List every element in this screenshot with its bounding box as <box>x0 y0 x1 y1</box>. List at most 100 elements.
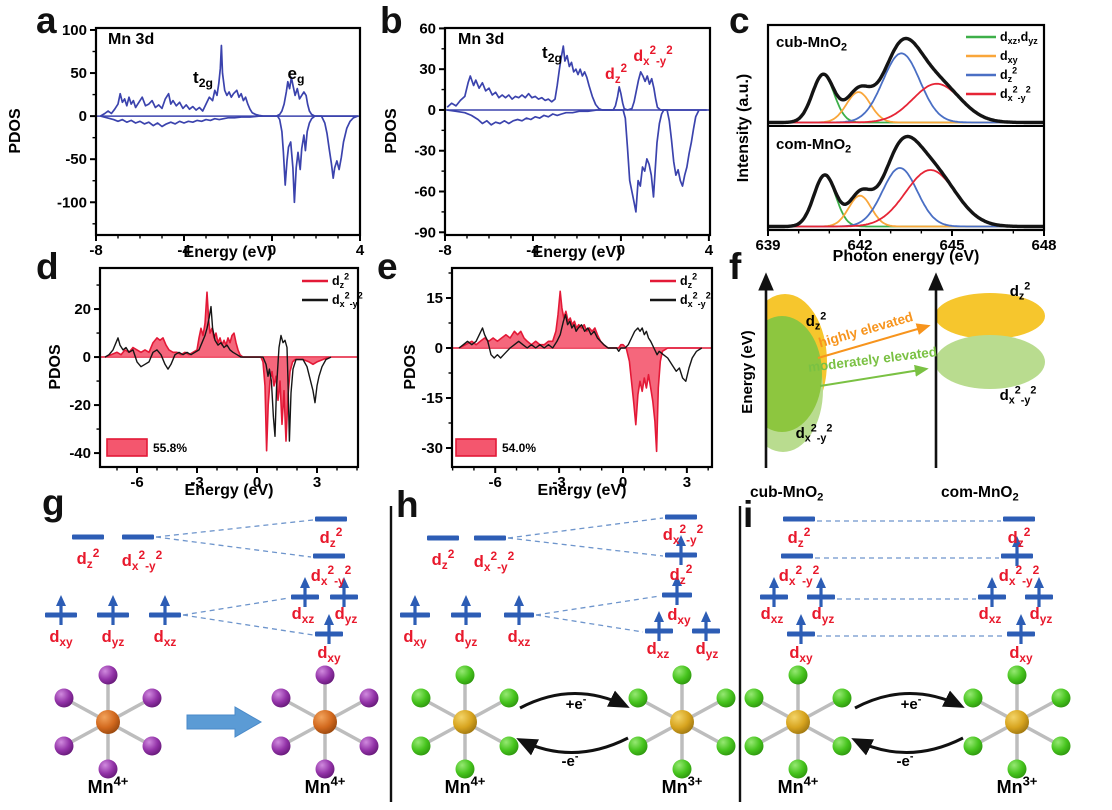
x-tick-label: 3 <box>313 474 321 491</box>
ligand-atom <box>672 759 692 779</box>
ligand-atom <box>271 736 291 756</box>
series-line <box>104 291 330 452</box>
panel-a-chart: -8 -4 0 4 100 50 0 -50 -100 Mn 3d t2g eg Energy (eV)… <box>7 22 365 261</box>
series-line <box>458 290 702 453</box>
legend-label: dx2-y2 <box>680 291 711 309</box>
energy-level-bar <box>122 534 154 540</box>
x-axis-title: Energy (eV) <box>533 244 622 261</box>
ligand-atom <box>98 665 118 685</box>
ligand-atom <box>359 736 379 756</box>
legend-label: dx2-y2 <box>1000 85 1031 103</box>
orbital-label: dyz <box>1030 605 1053 626</box>
ligand-atom <box>788 759 808 779</box>
x-tick-label: -8 <box>89 242 102 259</box>
series-line <box>446 45 707 111</box>
level-connector <box>182 614 314 636</box>
y-tick-label: 20 <box>74 301 91 318</box>
electron-arrow-head <box>514 595 524 606</box>
electron-arrow-head <box>461 595 471 606</box>
y-tick-label: -60 <box>414 184 436 201</box>
electron-arrow-head <box>701 611 711 622</box>
spectrum-label: cub-MnO2 <box>776 34 847 54</box>
orbital-label: dyz <box>696 640 719 661</box>
panel-letter-a: a <box>36 0 57 41</box>
ligand-atom <box>744 688 764 708</box>
spectrum-label: com-MnO2 <box>776 136 851 156</box>
ligand-atom <box>672 665 692 685</box>
y-axis-title: PDOS <box>47 344 64 390</box>
y-tick-label: 30 <box>419 61 436 78</box>
y-axis-title: Energy (eV) <box>739 330 756 413</box>
ligand-atom <box>98 759 118 779</box>
ligand-atom <box>1051 688 1071 708</box>
component-curve <box>768 174 1044 228</box>
component-curve <box>768 167 1044 228</box>
ligand-atom <box>628 736 648 756</box>
orbital-label: dz2 <box>320 525 343 550</box>
ligand-atom <box>744 736 764 756</box>
panel-letter-b: b <box>380 0 403 41</box>
panel-letter-e: e <box>377 246 398 287</box>
level-connector <box>535 614 644 633</box>
electron-arrow-head <box>160 595 170 606</box>
orbital-label: dyz <box>335 605 358 626</box>
mn-atom <box>453 710 477 734</box>
ligand-atom <box>963 688 983 708</box>
electron-arrow-head <box>816 577 826 588</box>
annotation: t2g <box>193 68 213 90</box>
ligand-atom <box>1051 736 1071 756</box>
legend-label: dz2 <box>1000 66 1017 84</box>
x-axis-title: Photon energy (eV) <box>833 248 980 265</box>
y-tick-label: -20 <box>69 397 91 414</box>
electron-loss-arrow <box>851 736 964 756</box>
x-tick-label: -4 <box>177 242 191 259</box>
y-tick-label: 100 <box>62 22 87 39</box>
annotation: dz2 <box>605 63 627 86</box>
orbital-label: dxz <box>154 628 177 649</box>
electron-arrow-head <box>410 595 420 606</box>
y-tick-label: -40 <box>69 445 91 462</box>
plot-title: Mn 3d <box>108 31 154 48</box>
panel-letter-f: f <box>729 246 742 287</box>
orbital-label: dxy <box>667 606 691 627</box>
orbital-label: dz2 <box>788 525 811 550</box>
ligand-atom <box>54 688 74 708</box>
legend-label: dxz,dyz <box>1000 30 1038 46</box>
ligand-atom <box>315 665 335 685</box>
ligand-atom <box>788 665 808 685</box>
ligand-atom <box>1007 665 1027 685</box>
y-tick-label: -30 <box>414 143 436 160</box>
x-tick-label: -8 <box>438 242 451 259</box>
orbital-label: dz2 <box>670 562 693 587</box>
electron-arrow-head <box>769 577 779 588</box>
energy-level-bar <box>313 553 345 559</box>
x-tick-label: -3 <box>552 474 565 491</box>
mn-charge-label: Mn3+ <box>997 773 1038 797</box>
mn-charge-label: Mn4+ <box>305 773 346 797</box>
x-tick-label: 0 <box>253 474 261 491</box>
x-axis-title: Energy (eV) <box>538 482 627 499</box>
legend-label: dx2-y2 <box>332 291 363 309</box>
y-axis-title: PDOS <box>7 108 24 154</box>
ligand-atom <box>455 665 475 685</box>
y-tick-label: 0 <box>435 340 443 357</box>
material-label: cub-MnO2 <box>750 484 823 504</box>
ligand-atom <box>455 759 475 779</box>
y-tick-label: -50 <box>65 151 87 168</box>
x-tick-label: 639 <box>755 237 780 254</box>
electron-arrow-head <box>108 595 118 606</box>
ligand-atom <box>142 736 162 756</box>
y-tick-label: -15 <box>421 390 443 407</box>
electron-gain-arrow <box>854 690 965 710</box>
elevation-arrow <box>819 364 929 387</box>
orbital-label: dz2 <box>77 546 100 571</box>
mn-octahedron <box>963 665 1071 779</box>
plot-title: Mn 3d <box>458 31 504 48</box>
x-tick-label: -6 <box>130 474 143 491</box>
electron-arrow-head <box>672 575 682 586</box>
x-tick-label: 4 <box>705 242 714 259</box>
x-tick-label: -4 <box>526 242 540 259</box>
